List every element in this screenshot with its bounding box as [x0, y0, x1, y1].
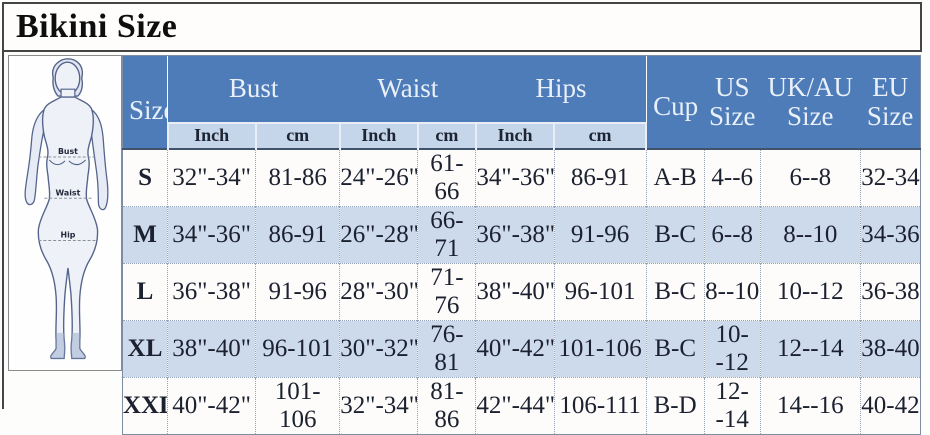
hip-label: Hip	[61, 231, 76, 240]
figure-body	[37, 96, 99, 360]
subheader-hips-inch: Inch	[474, 121, 556, 149]
ukau-size-cell: 14--16	[759, 376, 861, 434]
table-row: S 32"-34" 81-86 24"-26" 61-66 34"-36" 86…	[122, 148, 921, 206]
col-header-us-size: US Size	[704, 55, 761, 149]
size-cell: XXL	[122, 376, 168, 434]
hips-inch-cell: 36"-38"	[475, 205, 554, 263]
bust-cm-cell: 96-101	[255, 319, 340, 377]
us-size-cell: 8--10	[703, 262, 761, 320]
bust-inch-cell: 34"-36"	[167, 205, 256, 263]
figure-left-arm	[24, 107, 46, 206]
figure-right-arm	[89, 107, 109, 211]
bust-cm-cell: 91-96	[255, 262, 340, 320]
size-chart-table: Size Bust Waist Hips Cup US Size UK/AU S…	[122, 55, 921, 435]
ukau-size-cell: 6--8	[759, 148, 861, 206]
hips-cm-cell: 101-106	[553, 319, 647, 377]
hips-inch-cell: 38"-40"	[475, 262, 554, 320]
waist-inch-cell: 26"-28"	[339, 205, 418, 263]
page-title: Bikini Size	[16, 8, 178, 45]
hips-cm-cell: 91-96	[553, 205, 647, 263]
col-header-ukau-size: UK/AU Size	[760, 55, 861, 149]
us-size-cell: 4--6	[703, 148, 761, 206]
bust-inch-cell: 36"-38"	[167, 262, 256, 320]
waist-cm-cell: 66-71	[417, 205, 476, 263]
cup-cell: A-B	[645, 148, 705, 206]
waist-cm-cell: 76-81	[417, 319, 476, 377]
size-cell: L	[122, 262, 168, 320]
figure-right-foot	[71, 332, 86, 359]
table-row: L 36"-38" 91-96 28"-30" 71-76 38"-40" 96…	[122, 262, 921, 320]
hips-cm-cell: 96-101	[553, 262, 647, 320]
ukau-size-cell: 8--10	[759, 205, 861, 263]
bust-inch-cell: 38"-40"	[167, 319, 256, 377]
eu-size-cell: 38-40	[859, 319, 921, 377]
figure-bust-contour-left	[48, 159, 66, 166]
subheader-waist-inch: Inch	[338, 121, 419, 149]
body-measurement-figure: Bust Waist Hip	[24, 58, 109, 360]
bust-label: Bust	[58, 147, 78, 156]
size-cell: M	[122, 205, 168, 263]
hips-inch-cell: 34"-36"	[475, 148, 554, 206]
col-header-cup: Cup	[646, 55, 705, 149]
bust-inch-cell: 32"-34"	[167, 148, 256, 206]
col-header-bust: Bust	[167, 55, 340, 123]
bust-cm-cell: 81-86	[255, 148, 340, 206]
hips-cm-cell: 86-91	[553, 148, 647, 206]
figure-box: Bust Waist Hip	[8, 55, 122, 371]
hips-inch-cell: 40"-42"	[475, 319, 554, 377]
cup-cell: B-C	[645, 205, 705, 263]
subheader-hips-cm: cm	[552, 121, 648, 149]
waist-cm-cell: 71-76	[417, 262, 476, 320]
subheader-bust-inch: Inch	[166, 121, 257, 149]
us-size-cell: 12--14	[703, 376, 761, 434]
frame-left-border	[2, 2, 4, 409]
waist-cm-cell: 81-86	[417, 376, 476, 434]
bust-cm-cell: 101-106	[255, 376, 340, 434]
subheader-bust-cm: cm	[254, 121, 341, 149]
table-row: XL 38"-40" 96-101 30"-32" 76-81 40"-42" …	[122, 319, 921, 377]
us-size-cell: 10--12	[703, 319, 761, 377]
bust-inch-cell: 40"-42"	[167, 376, 256, 434]
subheader-waist-cm: cm	[416, 121, 477, 149]
waist-cm-cell: 61-66	[417, 148, 476, 206]
col-header-hips: Hips	[475, 55, 647, 123]
col-header-eu-size: EU Size	[860, 55, 921, 149]
bust-cm-cell: 86-91	[255, 205, 340, 263]
eu-size-cell: 40-42	[859, 376, 921, 434]
waist-inch-cell: 24"-26"	[339, 148, 418, 206]
figure-bust-contour-right	[68, 159, 87, 166]
us-size-cell: 6--8	[703, 205, 761, 263]
col-header-waist: Waist	[339, 55, 476, 123]
waist-inch-cell: 30"-32"	[339, 319, 418, 377]
cup-cell: B-C	[645, 319, 705, 377]
size-cell: S	[122, 148, 168, 206]
table-row: M 34"-36" 86-91 26"-28" 66-71 36"-38" 91…	[122, 205, 921, 263]
cup-cell: B-D	[645, 376, 705, 434]
size-cell: XL	[122, 319, 168, 377]
ukau-size-cell: 12--14	[759, 319, 861, 377]
hips-cm-cell: 106-111	[553, 376, 647, 434]
size-table-body: S 32"-34" 81-86 24"-26" 61-66 34"-36" 86…	[122, 148, 921, 434]
figure-left-foot	[50, 332, 65, 359]
hips-inch-cell: 42"-44"	[475, 376, 554, 434]
eu-size-cell: 34-36	[859, 205, 921, 263]
ukau-size-cell: 10--12	[759, 262, 861, 320]
eu-size-cell: 36-38	[859, 262, 921, 320]
cup-cell: B-C	[645, 262, 705, 320]
waist-inch-cell: 32"-34"	[339, 376, 418, 434]
waist-label: Waist	[56, 188, 81, 197]
table-row: XXL 40"-42" 101-106 32"-34" 81-86 42"-44…	[122, 376, 921, 434]
table-header: Size Bust Waist Hips Cup US Size UK/AU S…	[122, 55, 921, 149]
title-bar: Bikini Size	[2, 2, 922, 52]
eu-size-cell: 32-34	[859, 148, 921, 206]
waist-inch-cell: 28"-30"	[339, 262, 418, 320]
col-header-size: Size	[122, 55, 168, 149]
